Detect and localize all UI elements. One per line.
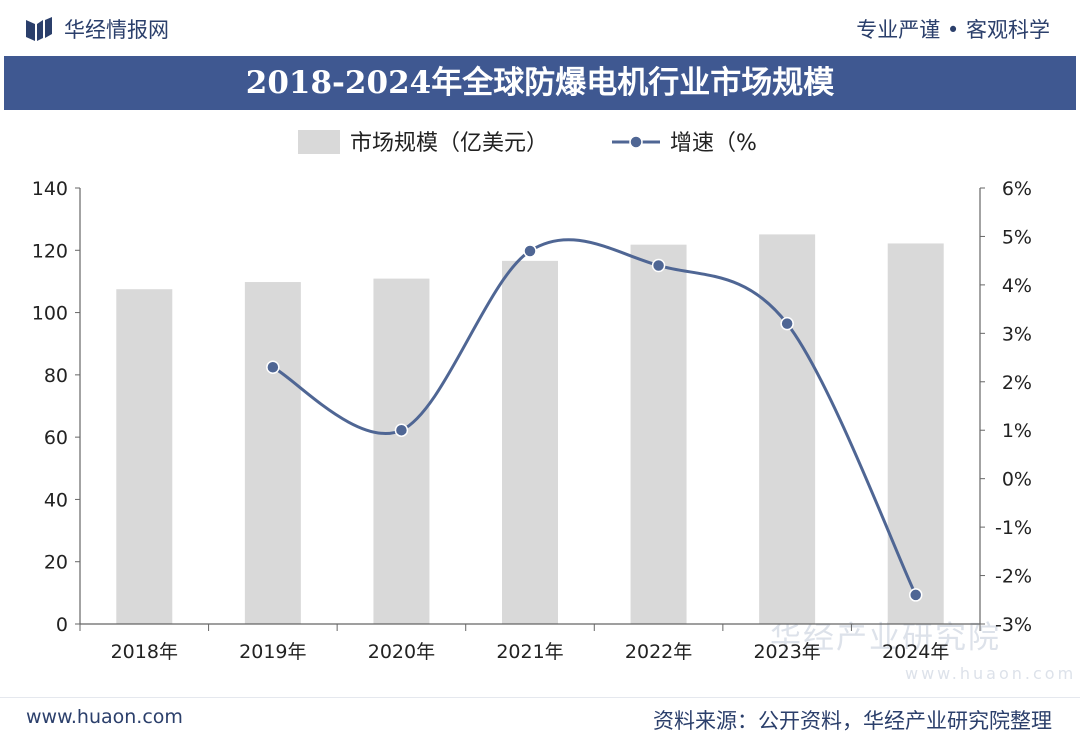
growth-point xyxy=(266,360,280,374)
bar-2023年 xyxy=(759,234,816,624)
x-tick-label: 2022年 xyxy=(625,641,692,663)
growth-point xyxy=(908,588,923,602)
y-left-tick-label: 0 xyxy=(56,614,68,636)
y-right-tick-label: -1% xyxy=(995,517,1032,539)
x-tick-label: 2018年 xyxy=(111,641,178,663)
bar-2019年 xyxy=(244,282,301,624)
bar-2021年 xyxy=(502,260,558,624)
legend-swatch-point xyxy=(629,135,643,149)
growth-point xyxy=(523,244,537,258)
bar-2018年 xyxy=(116,289,173,624)
y-left-tick-label: 140 xyxy=(32,178,68,200)
y-left-tick-label: 20 xyxy=(44,552,68,574)
website-link[interactable]: www.huaon.com xyxy=(26,706,183,728)
y-right-tick-label: 0% xyxy=(1002,469,1032,491)
footer-bar xyxy=(0,697,1080,750)
x-tick-label: 2024年 xyxy=(882,641,949,663)
y-right-tick-label: 6% xyxy=(1002,178,1032,200)
y-right-tick-label: 5% xyxy=(1002,226,1032,248)
y-left-tick-label: 60 xyxy=(44,427,68,449)
y-left-tick-label: 80 xyxy=(44,365,68,387)
watermark-url: www.huaon.com xyxy=(905,664,1077,683)
bar-2020年 xyxy=(373,278,430,624)
y-left-tick-label: 40 xyxy=(44,489,68,511)
y-right-tick-label: 4% xyxy=(1002,275,1032,297)
legend-swatch-bar xyxy=(298,130,340,154)
title-bar: 2018-2024年全球防爆电机行业市场规模 xyxy=(4,56,1076,110)
brand-name: 华经情报网 xyxy=(64,18,169,42)
y-right-tick-label: 3% xyxy=(1002,323,1032,345)
bar-2022年 xyxy=(630,244,687,624)
legend-label-line: 增速（% xyxy=(670,131,757,156)
legend-label-bar: 市场规模（亿美元） xyxy=(350,131,548,156)
growth-line xyxy=(272,238,918,596)
x-tick-label: 2023年 xyxy=(753,641,820,663)
x-tick-label: 2020年 xyxy=(368,641,435,663)
growth-point xyxy=(780,316,794,331)
chart-plot: 0 20 40 60 80 100 120 140 -3% -2% -1% 0% 1% 2% 3% 4% 5% 6… xyxy=(32,130,1032,663)
header-bar: 华经情报网 专业严谨 • 客观科学 xyxy=(0,0,1080,54)
y-right-tick-label: 2% xyxy=(1002,372,1032,394)
y-right-tick-label: -2% xyxy=(995,566,1032,588)
bar-2024年 xyxy=(887,243,944,625)
chart-title: 2018-2024年全球防爆电机行业市场规模 xyxy=(245,65,835,101)
y-left-tick-label: 120 xyxy=(32,240,68,262)
x-tick-label: 2019年 xyxy=(239,641,306,663)
growth-point xyxy=(394,423,409,437)
x-tick-label: 2021年 xyxy=(496,641,563,663)
slogan: 专业严谨 • 客观科学 xyxy=(856,18,1050,42)
y-right-tick-label: 1% xyxy=(1002,420,1032,442)
watermark-text: 华经产业研究院 xyxy=(770,620,1001,656)
growth-point xyxy=(651,258,666,273)
y-left-tick-label: 100 xyxy=(32,303,68,325)
huajing-logo-icon xyxy=(26,17,52,41)
source-note: 资料来源：公开资料，华经产业研究院整理 xyxy=(653,709,1052,733)
y-right-tick-label: -3% xyxy=(995,614,1032,636)
